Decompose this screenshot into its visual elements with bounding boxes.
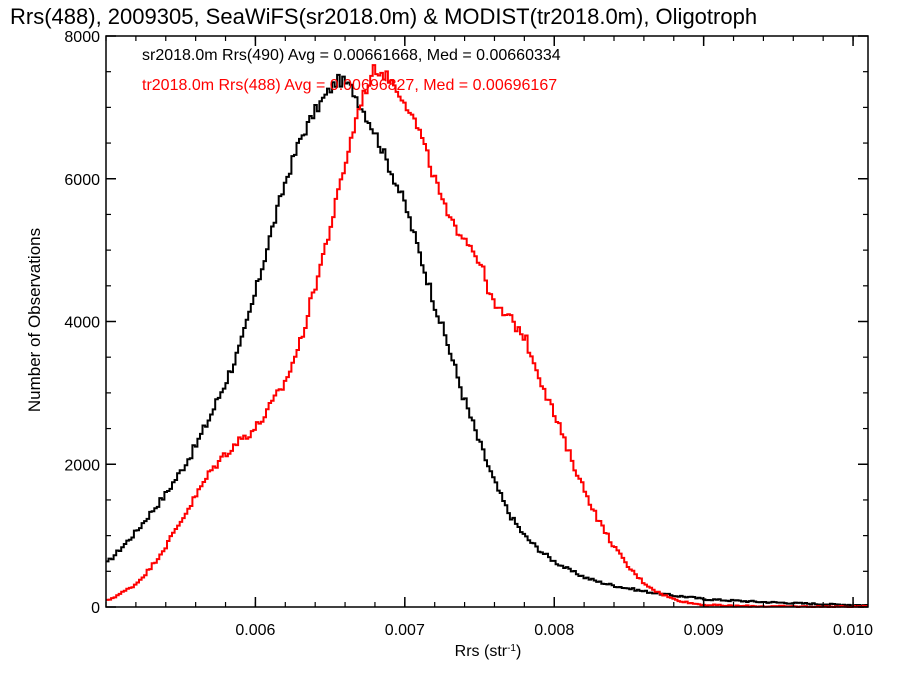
x-tick-label-2: 0.008: [534, 622, 574, 639]
x-axis-label: Rrs (str-1): [455, 643, 522, 661]
y-tick-label-3: 6000: [64, 172, 100, 189]
x-tick-label-0: 0.006: [235, 622, 275, 639]
y-tick-label-0: 0: [91, 600, 100, 617]
series-line-1: [106, 64, 868, 608]
chart-title: Rrs(488), 2009305, SeaWiFS(sr2018.0m) & …: [10, 4, 757, 29]
legend-entry-sr2018: sr2018.0m Rrs(490) Avg = 0.00661668, Med…: [142, 47, 561, 64]
x-axis-label-exponent: -1: [507, 643, 516, 654]
legend-entry-tr2018: tr2018.0m Rrs(488) Avg = 0.00696827, Med…: [142, 77, 557, 94]
y-tick-label-1: 2000: [64, 457, 100, 474]
plot-frame: [105, 35, 869, 608]
y-tick-label-2: 4000: [64, 315, 100, 332]
x-tick-label-4: 0.010: [833, 622, 873, 639]
series-layer: [106, 64, 868, 608]
legend: sr2018.0m Rrs(490) Avg = 0.00661668, Med…: [142, 47, 561, 94]
y-tick-label-4: 8000: [64, 29, 100, 46]
x-tick-label-1: 0.007: [385, 622, 425, 639]
x-tick-label-3: 0.009: [684, 622, 724, 639]
ticks-layer: 0.006 0.007 0.008 0.009 0.010 0 2000 4000 6000 80…: [64, 29, 873, 639]
y-axis-label: Number of Observations: [25, 228, 44, 412]
series-line-0: [106, 73, 868, 607]
